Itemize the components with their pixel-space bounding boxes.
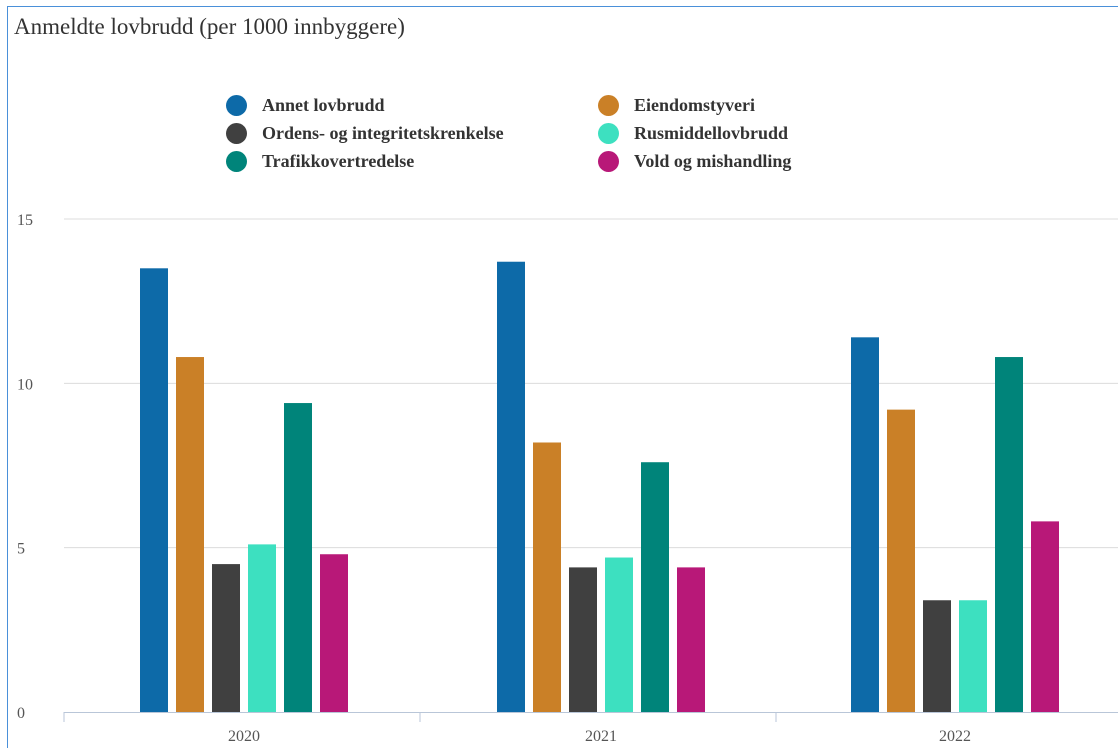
- bar-eiendomstyveri-2021[interactable]: [533, 442, 561, 712]
- bar-rusmiddellovbrudd-2020[interactable]: [248, 544, 276, 712]
- chart-title: Anmeldte lovbrudd (per 1000 innbyggere): [14, 14, 405, 39]
- bar-trafikkovertredelse-2021[interactable]: [641, 462, 669, 712]
- legend-item[interactable]: Ordens- og integritetskrenkelse: [226, 120, 598, 146]
- legend-swatch: [598, 122, 619, 144]
- bar-rusmiddellovbrudd-2022[interactable]: [959, 600, 987, 712]
- legend-swatch: [598, 94, 619, 116]
- legend-label: Trafikkovertredelse: [262, 150, 415, 171]
- bar-eiendomstyveri-2020[interactable]: [176, 357, 204, 712]
- bar-ordens-og-integritetskrenkelse-2021[interactable]: [569, 567, 597, 712]
- bar-vold-og-mishandling-2021[interactable]: [677, 567, 705, 712]
- legend: Annet lovbrudd Eiendomstyveri Ordens- og i…: [226, 92, 866, 174]
- legend-label: Eiendomstyveri: [634, 94, 755, 115]
- y-tick-label: 0: [17, 705, 25, 722]
- legend-item[interactable]: Rusmiddellovbrudd: [598, 120, 866, 146]
- legend-swatch: [226, 122, 247, 144]
- legend-item[interactable]: Eiendomstyveri: [598, 92, 866, 118]
- bar-vold-og-mishandling-2020[interactable]: [320, 554, 348, 712]
- y-tick-label: 15: [17, 212, 33, 229]
- legend-label: Annet lovbrudd: [262, 94, 385, 115]
- legend-swatch: [226, 94, 247, 116]
- x-tick-label: 2021: [585, 728, 617, 745]
- x-tick-label: 2022: [939, 728, 971, 745]
- bar-rusmiddellovbrudd-2021[interactable]: [605, 557, 633, 712]
- legend-swatch: [598, 150, 619, 172]
- legend-label: Vold og mishandling: [634, 150, 792, 171]
- legend-item[interactable]: Trafikkovertredelse: [226, 148, 598, 174]
- legend-item[interactable]: Vold og mishandling: [598, 148, 866, 174]
- bar-eiendomstyveri-2022[interactable]: [887, 409, 915, 712]
- legend-swatch: [226, 150, 247, 172]
- bar-annet-lovbrudd-2021[interactable]: [497, 261, 525, 712]
- x-tick-label: 2020: [228, 728, 260, 745]
- y-tick-label: 10: [17, 376, 33, 393]
- bar-ordens-og-integritetskrenkelse-2020[interactable]: [212, 564, 240, 712]
- bar-annet-lovbrudd-2020[interactable]: [140, 268, 168, 712]
- bar-vold-og-mishandling-2022[interactable]: [1031, 521, 1059, 712]
- bar-annet-lovbrudd-2022[interactable]: [851, 337, 879, 712]
- y-tick-label: 5: [17, 541, 25, 558]
- bar-ordens-og-integritetskrenkelse-2022[interactable]: [923, 600, 951, 712]
- legend-label: Rusmiddellovbrudd: [634, 122, 789, 143]
- legend-label: Ordens- og integritetskrenkelse: [262, 122, 504, 143]
- legend-item[interactable]: Annet lovbrudd: [226, 92, 598, 118]
- bar-trafikkovertredelse-2022[interactable]: [995, 357, 1023, 712]
- bar-trafikkovertredelse-2020[interactable]: [284, 403, 312, 712]
